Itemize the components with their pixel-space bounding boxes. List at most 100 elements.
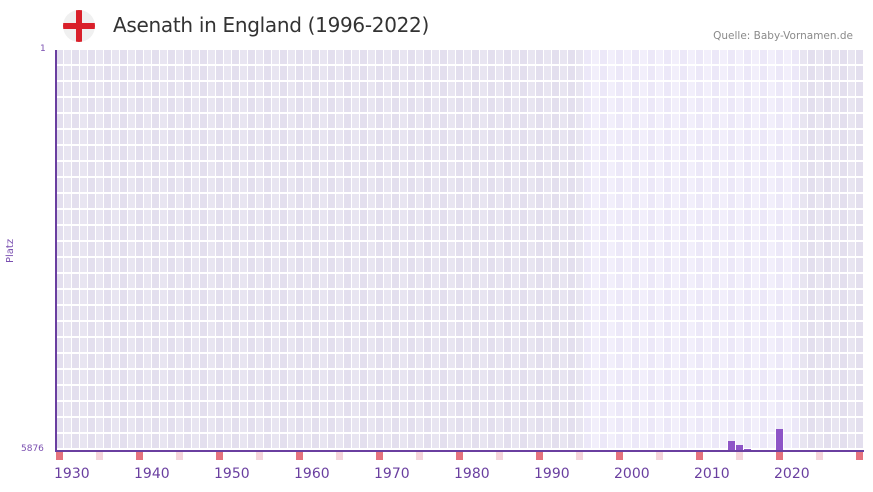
grid-column — [456, 50, 464, 450]
grid-column — [360, 50, 368, 450]
grid-column — [640, 50, 648, 450]
grid-column — [400, 50, 408, 450]
grid-column — [288, 50, 296, 450]
grid-column — [488, 50, 496, 450]
grid-column — [128, 50, 136, 450]
grid-column — [64, 50, 72, 450]
grid-column — [584, 50, 592, 450]
grid-column — [824, 50, 832, 450]
grid-column — [736, 50, 744, 450]
decade-marker — [616, 451, 623, 460]
grid-column — [776, 50, 784, 450]
grid-column — [656, 50, 664, 450]
grid-column — [624, 50, 632, 450]
rank-bar[interactable] — [728, 441, 735, 450]
grid-column — [856, 50, 864, 450]
grid-column — [424, 50, 432, 450]
grid-column — [200, 50, 208, 450]
grid-column — [808, 50, 816, 450]
grid-column — [688, 50, 696, 450]
grid-column — [760, 50, 768, 450]
decade-marker — [216, 451, 223, 460]
x-tick-label: 1980 — [454, 466, 490, 482]
x-tick-label: 1960 — [294, 466, 330, 482]
rank-bar[interactable] — [736, 445, 743, 450]
decade-marker — [376, 451, 383, 460]
x-tick-label: 1930 — [54, 466, 90, 482]
grid-column — [440, 50, 448, 450]
rank-bar[interactable] — [776, 429, 783, 450]
grid-column — [840, 50, 848, 450]
grid-column — [784, 50, 792, 450]
grid-column — [728, 50, 736, 450]
grid-column — [768, 50, 776, 450]
grid-column — [104, 50, 112, 450]
grid-column — [192, 50, 200, 450]
decade-marker — [456, 451, 463, 460]
decade-marker — [776, 451, 783, 460]
x-axis-line — [55, 450, 864, 452]
grid-column — [328, 50, 336, 450]
grid-column — [208, 50, 216, 450]
grid-column — [280, 50, 288, 450]
grid-column — [696, 50, 704, 450]
grid-column — [800, 50, 808, 450]
grid-column — [176, 50, 184, 450]
x-tick-label: 1990 — [534, 466, 570, 482]
grid-column — [240, 50, 248, 450]
grid-column — [680, 50, 688, 450]
grid-column — [320, 50, 328, 450]
grid-column — [248, 50, 256, 450]
grid-column — [648, 50, 656, 450]
grid-column — [136, 50, 144, 450]
half-decade-marker — [416, 451, 423, 460]
grid-column — [632, 50, 640, 450]
y-tick-top: 1 — [40, 44, 46, 54]
grid-column — [256, 50, 264, 450]
grid-column — [536, 50, 544, 450]
grid-column — [608, 50, 616, 450]
grid-column — [704, 50, 712, 450]
decade-marker — [696, 451, 703, 460]
half-decade-marker — [816, 451, 823, 460]
plot-area — [56, 50, 864, 450]
grid-column — [224, 50, 232, 450]
decade-marker — [536, 451, 543, 460]
grid-column — [472, 50, 480, 450]
grid-column — [792, 50, 800, 450]
half-decade-marker — [656, 451, 663, 460]
england-flag-icon — [63, 10, 95, 42]
grid-column — [152, 50, 160, 450]
grid-column — [480, 50, 488, 450]
half-decade-marker — [496, 451, 503, 460]
grid-column — [664, 50, 672, 450]
half-decade-marker — [176, 451, 183, 460]
grid-column — [120, 50, 128, 450]
rank-bar[interactable] — [744, 448, 751, 450]
grid-column — [296, 50, 304, 450]
grid-column — [408, 50, 416, 450]
grid-column — [80, 50, 88, 450]
grid-column — [144, 50, 152, 450]
decade-marker — [136, 451, 143, 460]
decade-marker — [56, 451, 63, 460]
grid-column — [616, 50, 624, 450]
grid-column — [568, 50, 576, 450]
grid-column — [96, 50, 104, 450]
grid-column — [528, 50, 536, 450]
grid-column — [168, 50, 176, 450]
grid-column — [368, 50, 376, 450]
grid-column — [848, 50, 856, 450]
grid-column — [744, 50, 752, 450]
x-tick-label: 1950 — [214, 466, 250, 482]
grid-column — [56, 50, 64, 450]
grid-column — [816, 50, 824, 450]
source-credit: Quelle: Baby-Vornamen.de — [713, 30, 853, 42]
y-axis-line — [55, 50, 57, 451]
half-decade-marker — [576, 451, 583, 460]
grid-column — [592, 50, 600, 450]
decade-marker — [296, 451, 303, 460]
half-decade-marker — [96, 451, 103, 460]
grid-column — [712, 50, 720, 450]
grid-column — [376, 50, 384, 450]
